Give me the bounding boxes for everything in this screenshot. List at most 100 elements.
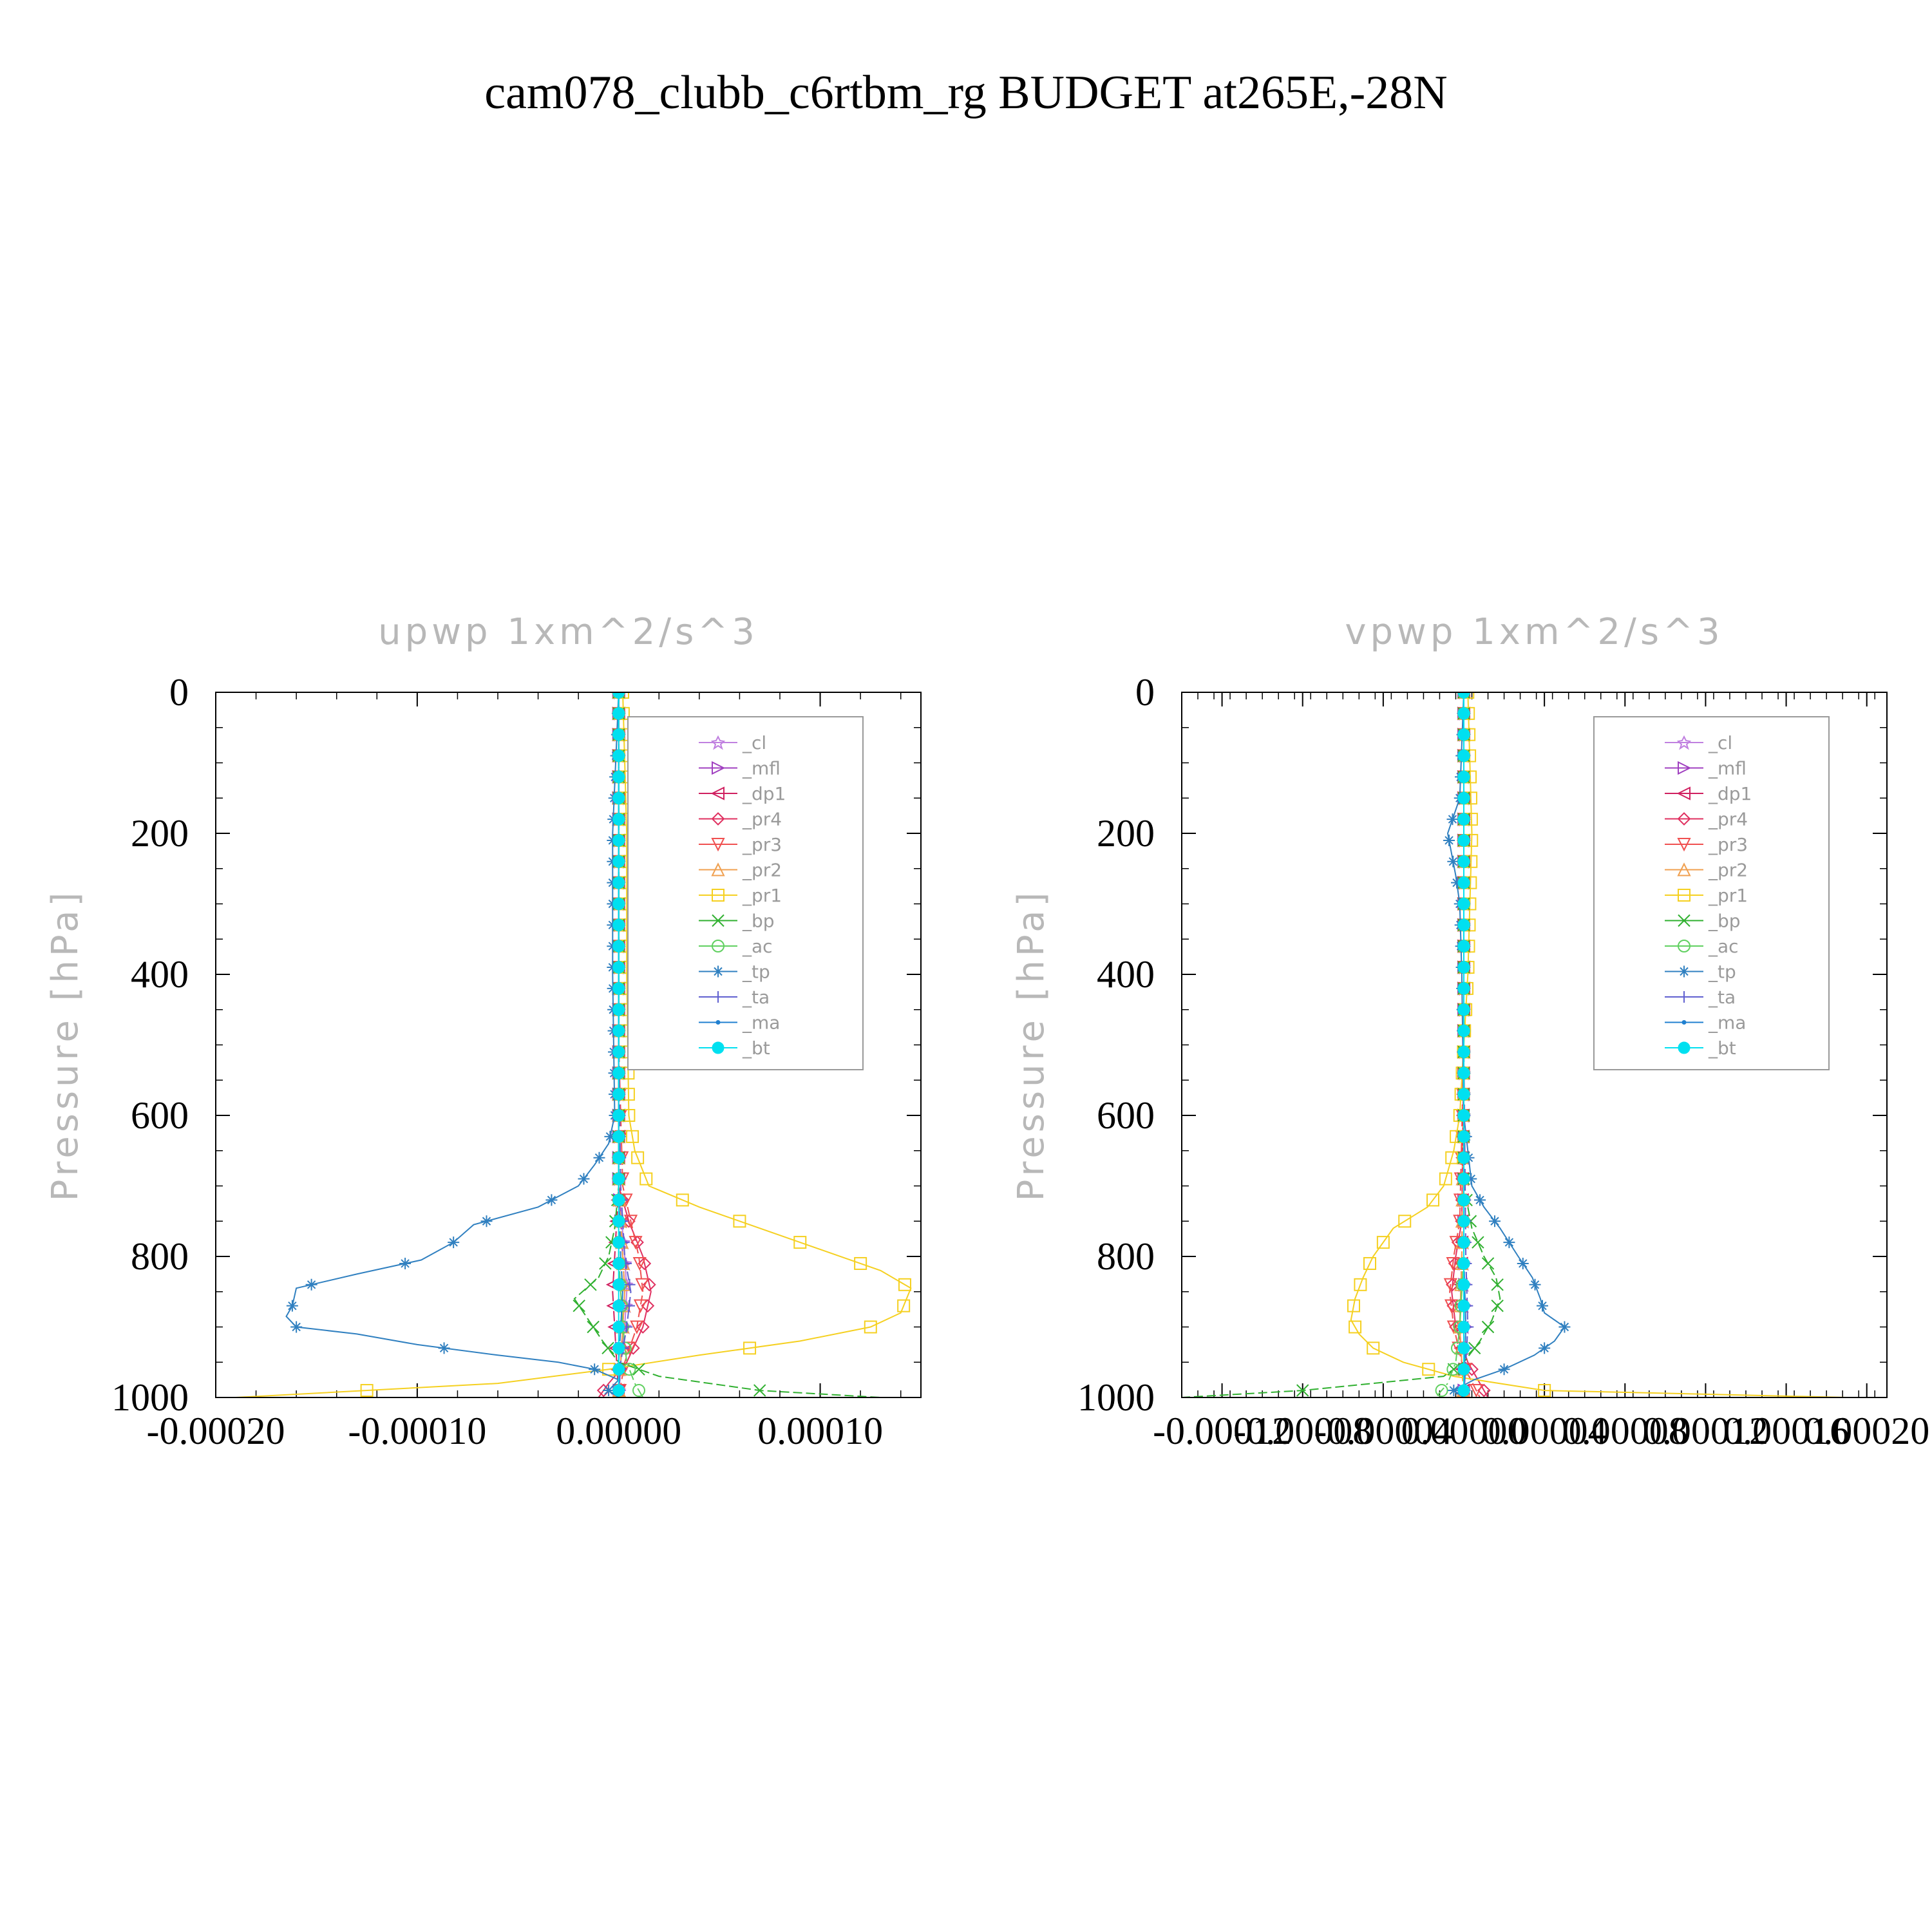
data-point: [1354, 1278, 1367, 1291]
data-point: [1491, 1278, 1504, 1291]
x-tick-label: 0.00004: [1482, 1410, 1607, 1452]
y-tick-label: 600: [1097, 1094, 1155, 1137]
data-point: [612, 1321, 625, 1333]
data-point: [638, 1256, 652, 1271]
series-layer: [236, 692, 912, 1397]
data-point: [587, 1320, 600, 1334]
data-point: [612, 855, 625, 868]
data-point: [633, 1299, 648, 1313]
series-layer: [1182, 692, 1847, 1397]
data-point: [632, 1363, 645, 1376]
legend-marker: [1678, 991, 1690, 1003]
data-point: [612, 1236, 625, 1249]
upwp-panel: upwp 1xm^2/s^3 Pressure [hPa] 0 200 400 600 80…: [44, 611, 922, 1452]
data-point: [1481, 1257, 1495, 1270]
data-point: [1457, 1130, 1470, 1143]
data-point: [733, 1215, 746, 1228]
data-point: [1457, 1173, 1470, 1186]
data-point: [621, 1214, 636, 1228]
legend-label: _bt: [742, 1037, 770, 1059]
data-point: [631, 1151, 645, 1164]
legend-label: _bt: [1708, 1037, 1736, 1059]
data-point: [612, 728, 625, 741]
data-point: [1457, 1321, 1470, 1333]
data-point: [480, 1215, 493, 1227]
data-point: [1457, 1025, 1470, 1037]
legend-label: _mfl: [1708, 758, 1747, 779]
data-point: [612, 982, 625, 995]
data-point: [1457, 982, 1470, 995]
data-point: [601, 1341, 614, 1355]
x-tick-label: -0.00008: [1233, 1410, 1372, 1452]
legend-marker: [711, 812, 725, 826]
data-point: [1457, 834, 1470, 847]
legend-marker: [1677, 838, 1691, 852]
data-point: [612, 961, 625, 974]
data-point: [1457, 898, 1470, 910]
data-point: [1447, 855, 1459, 867]
data-point: [1347, 1299, 1360, 1312]
data-point: [286, 1300, 298, 1312]
data-point: [676, 1193, 689, 1207]
data-point: [612, 813, 625, 826]
legend-marker: [712, 761, 726, 775]
data-point: [1457, 692, 1470, 699]
data-point: [1457, 1109, 1470, 1122]
data-point: [438, 1342, 450, 1354]
legend-label: _pr1: [1708, 885, 1748, 906]
data-point: [612, 1173, 625, 1186]
data-point: [1457, 1045, 1470, 1058]
legend-marker: [1677, 862, 1691, 876]
data-point: [290, 1321, 303, 1333]
data-point: [1349, 1320, 1362, 1334]
data-point: [1481, 1320, 1495, 1334]
data-point: [1367, 1341, 1380, 1355]
legend-marker: [712, 1041, 724, 1054]
data-point: [1457, 940, 1470, 952]
data-point: [612, 1300, 625, 1312]
data-point: [1539, 1342, 1551, 1354]
data-point: [1457, 1193, 1470, 1206]
data-point: [1468, 1341, 1481, 1355]
data-point: [616, 692, 629, 699]
data-point: [612, 1278, 625, 1291]
data-point: [612, 707, 625, 720]
legend-marker: [712, 991, 724, 1003]
data-point: [897, 1299, 911, 1312]
series-line-tp: [285, 692, 620, 1397]
data-point: [612, 898, 625, 910]
data-point: [743, 1341, 757, 1355]
x-tick-label: -0.00012: [1153, 1410, 1291, 1452]
data-point: [1457, 876, 1470, 889]
legend-marker: [1678, 1041, 1690, 1054]
data-point: [545, 1194, 558, 1206]
data-point: [1446, 1299, 1461, 1313]
legend-label: _dp1: [1708, 783, 1752, 804]
y-tick-label: 1000: [111, 1376, 189, 1419]
data-point: [1443, 834, 1455, 846]
panel-title: vpwp 1xm^2/s^3: [1345, 611, 1723, 653]
data-point: [1474, 1194, 1486, 1206]
data-point: [578, 1173, 590, 1185]
data-point: [636, 1320, 650, 1334]
data-point: [632, 1256, 647, 1271]
data-point: [1558, 1321, 1571, 1333]
data-point: [1451, 876, 1463, 889]
legend-marker: [712, 940, 724, 952]
series-line-pr1: [236, 692, 912, 1397]
data-point: [1457, 750, 1470, 762]
x-tick-label: 0.00000: [1401, 1410, 1527, 1452]
y-tick-label: 400: [131, 953, 189, 996]
data-point: [612, 918, 625, 931]
data-point: [589, 1363, 601, 1376]
legend-marker: [710, 786, 724, 800]
legend-marker: [1678, 965, 1690, 978]
data-point: [573, 1299, 585, 1312]
data-point: [1465, 1173, 1477, 1185]
legend-label: _ta: [742, 987, 770, 1008]
data-point: [753, 1384, 766, 1397]
data-point: [612, 1151, 625, 1164]
data-point: [1457, 1384, 1470, 1397]
data-point: [612, 1003, 625, 1016]
